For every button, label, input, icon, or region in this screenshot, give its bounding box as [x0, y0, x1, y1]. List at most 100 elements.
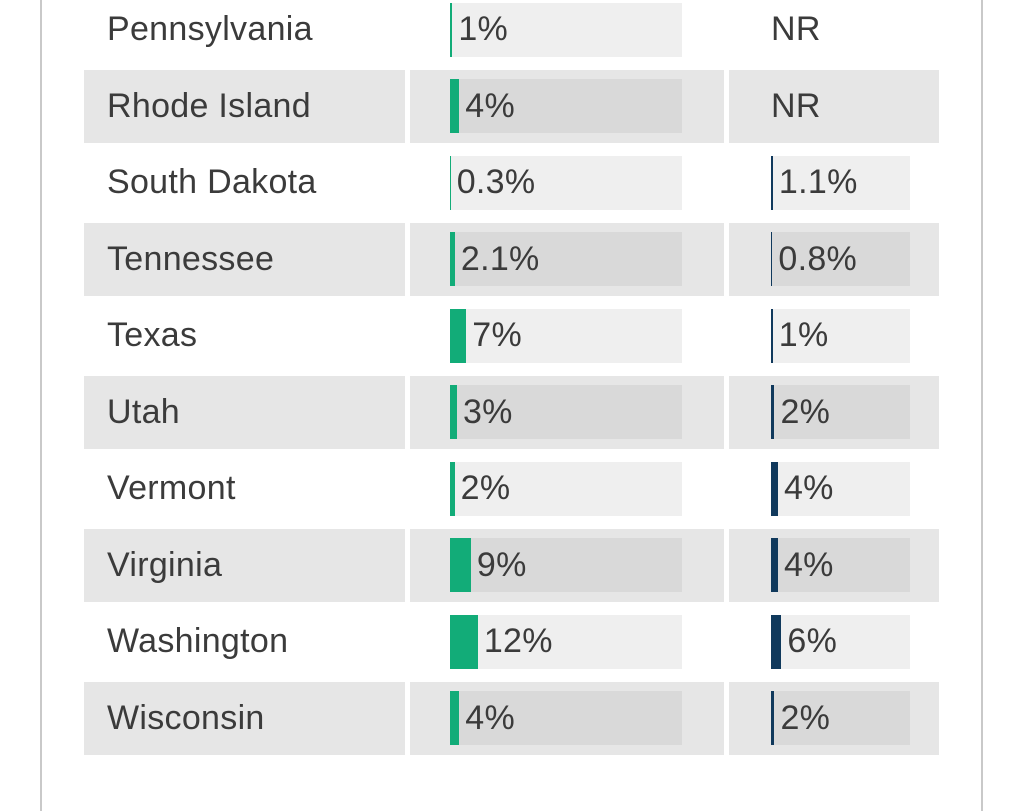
green-bar-track[interactable]: 3% — [450, 385, 682, 439]
navy-measure-cell: 1% — [729, 299, 939, 372]
green-bar-track[interactable]: 1% — [450, 2, 682, 57]
green-bar-value: 2.1% — [460, 239, 540, 278]
no-data-label: NR — [771, 86, 821, 125]
green-measure-cell: 4% — [410, 69, 724, 143]
navy-bar[interactable] — [771, 155, 773, 210]
green-bar[interactable] — [450, 691, 460, 745]
green-bar-track[interactable]: 12% — [450, 614, 682, 669]
green-bar-track[interactable]: 4% — [450, 79, 682, 133]
green-bar-value: 3% — [462, 392, 513, 431]
green-bar-value: 1% — [458, 10, 509, 48]
navy-bar-track[interactable]: 1% — [771, 308, 910, 363]
state-name-cell: South Dakota — [84, 146, 405, 219]
green-bar[interactable] — [450, 461, 455, 516]
state-name-cell: Utah — [84, 375, 405, 449]
green-measure-cell: 9% — [410, 528, 724, 602]
no-data-label: NR — [771, 10, 821, 48]
green-bar-value: 7% — [472, 316, 522, 354]
green-bar-track[interactable]: 2.1% — [450, 232, 682, 286]
green-measure-cell: 2.1% — [410, 222, 724, 296]
navy-bar-value: 2% — [780, 698, 831, 737]
navy-measure-cell: 1.1% — [729, 146, 939, 219]
green-bar-value: 4% — [465, 698, 516, 737]
green-bar-track[interactable]: 4% — [450, 691, 682, 745]
green-bar[interactable] — [450, 308, 467, 363]
navy-bar-track[interactable]: 1.1% — [771, 155, 910, 210]
navy-bar-track[interactable]: 2% — [771, 385, 910, 439]
state-table: Pennsylvania 1% NR Rhode Island 4% NR South Da… — [84, 0, 939, 755]
navy-bar[interactable] — [771, 538, 778, 592]
table-row: Virginia 9% 4% — [84, 528, 939, 602]
state-name: South Dakota — [107, 163, 317, 201]
green-measure-cell: 0.3% — [410, 146, 724, 219]
table-row: Tennessee 2.1% 0.8% — [84, 222, 939, 296]
state-name-cell: Virginia — [84, 528, 405, 602]
navy-bar-track[interactable]: 4% — [771, 538, 910, 592]
navy-bar[interactable] — [771, 385, 775, 439]
green-bar[interactable] — [450, 79, 460, 133]
green-bar-track[interactable]: 2% — [450, 461, 682, 516]
navy-bar-value: 4% — [783, 469, 834, 507]
table-row: Wisconsin 4% 2% — [84, 681, 939, 755]
green-measure-cell: 3% — [410, 375, 724, 449]
green-bar[interactable] — [450, 385, 457, 439]
green-bar[interactable] — [450, 2, 453, 57]
green-bar-value: 0.3% — [456, 163, 536, 201]
green-bar-value: 9% — [476, 545, 527, 584]
state-name: Vermont — [107, 469, 236, 507]
navy-bar-track[interactable]: 6% — [771, 614, 910, 669]
state-name-cell: Washington — [84, 605, 405, 678]
table-row: Vermont 2% 4% — [84, 452, 939, 525]
green-measure-cell: 4% — [410, 681, 724, 755]
navy-bar[interactable] — [771, 308, 773, 363]
navy-bar[interactable] — [771, 614, 782, 669]
content-left-border — [40, 0, 42, 811]
navy-measure-cell: 2% — [729, 375, 939, 449]
state-name: Utah — [107, 392, 181, 431]
state-name-cell: Tennessee — [84, 222, 405, 296]
table-row: Utah 3% 2% — [84, 375, 939, 449]
state-name: Texas — [107, 316, 198, 354]
navy-bar-value: 0.8% — [778, 239, 858, 278]
green-bar-track[interactable]: 0.3% — [450, 155, 682, 210]
navy-bar-value: 1.1% — [778, 163, 858, 201]
green-measure-cell: 7% — [410, 299, 724, 372]
navy-bar[interactable] — [771, 461, 778, 516]
green-bar-track[interactable]: 7% — [450, 308, 682, 363]
navy-measure-cell: 2% — [729, 681, 939, 755]
table-row: South Dakota 0.3% 1.1% — [84, 146, 939, 219]
navy-measure-cell: 6% — [729, 605, 939, 678]
green-bar-value: 2% — [460, 469, 511, 507]
green-bar[interactable] — [450, 538, 471, 592]
navy-measure-cell: 4% — [729, 452, 939, 525]
state-name-cell: Texas — [84, 299, 405, 372]
state-name-cell: Wisconsin — [84, 681, 405, 755]
green-bar[interactable] — [450, 614, 478, 669]
green-bar[interactable] — [450, 155, 451, 210]
navy-measure-cell: 4% — [729, 528, 939, 602]
navy-bar-track[interactable]: 0.8% — [771, 232, 910, 286]
content-right-border — [981, 0, 983, 811]
navy-measure-cell: NR — [729, 0, 939, 66]
green-measure-cell: 12% — [410, 605, 724, 678]
green-bar-track[interactable]: 9% — [450, 538, 682, 592]
navy-bar-value: 2% — [780, 392, 831, 431]
state-name: Virginia — [107, 545, 223, 584]
state-name: Pennsylvania — [107, 10, 313, 48]
green-measure-cell: 1% — [410, 0, 724, 66]
state-name: Rhode Island — [107, 86, 311, 125]
navy-bar-track[interactable]: 4% — [771, 461, 910, 516]
navy-bar-value: 6% — [787, 622, 838, 660]
table-row: Washington 12% 6% — [84, 605, 939, 678]
green-measure-cell: 2% — [410, 452, 724, 525]
navy-bar-value: 1% — [778, 316, 829, 354]
navy-bar[interactable] — [771, 691, 775, 745]
green-bar[interactable] — [450, 232, 455, 286]
table-row: Pennsylvania 1% NR — [84, 0, 939, 66]
state-name: Wisconsin — [107, 698, 265, 737]
green-bar-value: 12% — [483, 622, 553, 660]
table-row: Rhode Island 4% NR — [84, 69, 939, 143]
navy-measure-cell: 0.8% — [729, 222, 939, 296]
navy-bar[interactable] — [771, 232, 773, 286]
navy-bar-track[interactable]: 2% — [771, 691, 910, 745]
